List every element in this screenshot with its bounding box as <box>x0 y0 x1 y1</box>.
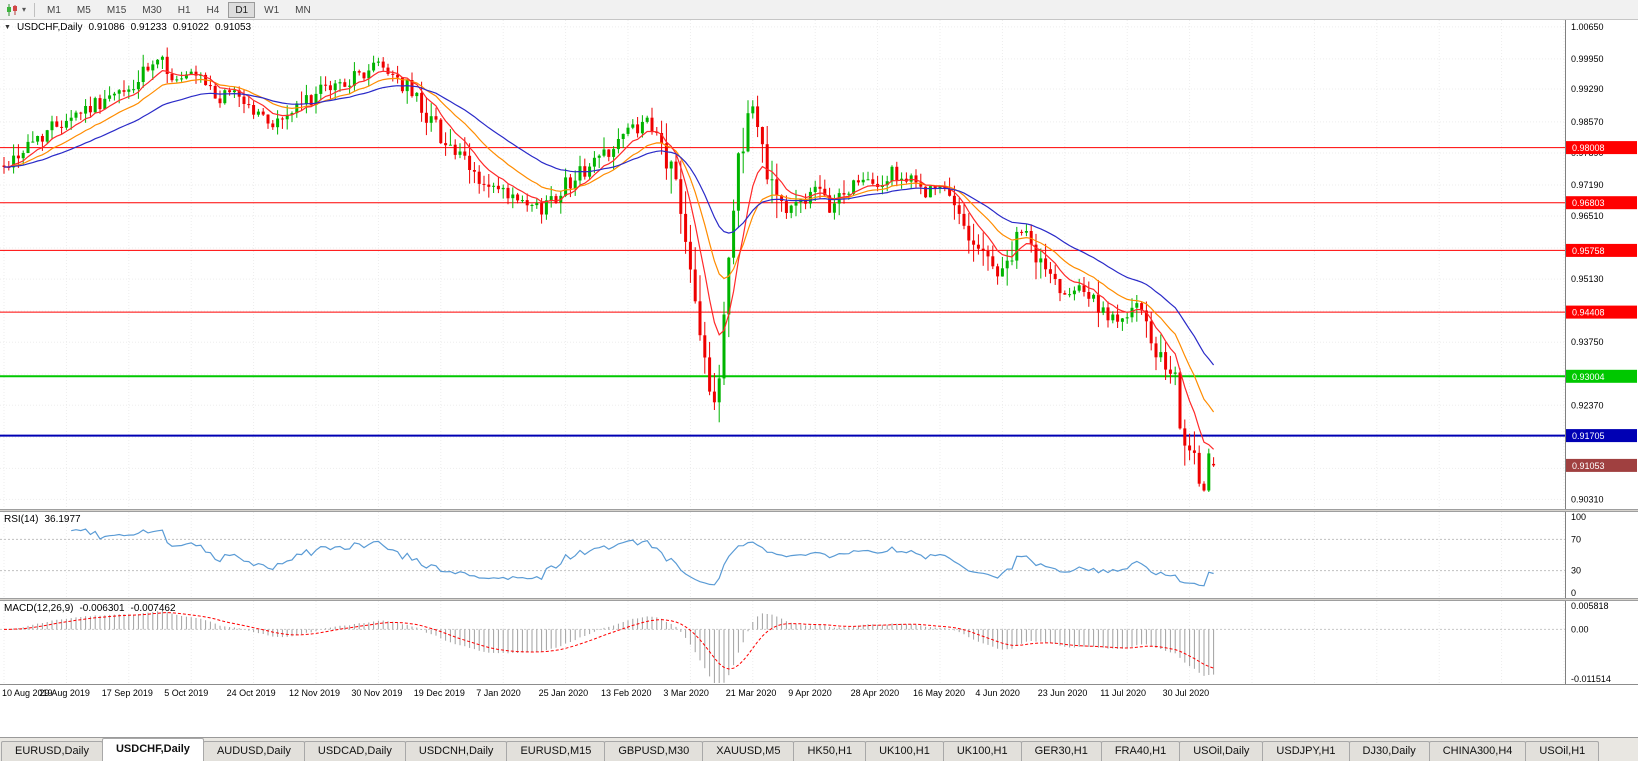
timeframe-button-d1[interactable]: D1 <box>228 1 256 18</box>
candlestick-chart[interactable]: 1.006500.999500.992900.985700.978900.971… <box>0 20 1638 509</box>
chart-tab-usdchf-daily[interactable]: USDCHF,Daily <box>101 738 204 761</box>
timeframe-button-m1[interactable]: M1 <box>47 4 61 16</box>
timeframe-button-h1[interactable]: H1 <box>177 4 191 16</box>
date-tick-label: 7 Jan 2020 <box>476 688 521 698</box>
chart-tab-ger30-h1[interactable]: GER30,H1 <box>1020 741 1102 761</box>
svg-text:0.99290: 0.99290 <box>1571 84 1604 94</box>
chart-tab-uk100-h1[interactable]: UK100,H1 <box>942 741 1022 761</box>
timeframe-buttons: M1 M5 M15 M30 H1 H4 D1 W1 MN <box>40 1 318 18</box>
chart-tab-gbpusd-m30[interactable]: GBPUSD,M30 <box>604 741 704 761</box>
svg-text:0.91053: 0.91053 <box>1572 461 1605 471</box>
rsi-panel: 100 70 30 0 RSI(14) 36.1977 <box>0 512 1638 598</box>
chart-tab-usoil-h1[interactable]: USOil,H1 <box>1525 741 1600 761</box>
timeframe-button-mn[interactable]: MN <box>295 4 311 16</box>
date-tick-label: 12 Nov 2019 <box>289 688 341 698</box>
svg-text:0.00: 0.00 <box>1571 624 1589 634</box>
svg-text:0.93750: 0.93750 <box>1571 337 1604 347</box>
svg-text:0.99950: 0.99950 <box>1571 54 1604 64</box>
date-tick-label: 23 Jun 2020 <box>1037 688 1088 698</box>
window-background <box>0 702 1638 737</box>
svg-text:0.98008: 0.98008 <box>1572 143 1605 153</box>
svg-text:30: 30 <box>1571 566 1581 576</box>
date-tick-label: 25 Jan 2020 <box>538 688 589 698</box>
date-tick-label: 5 Oct 2019 <box>164 688 209 698</box>
panel-separator[interactable] <box>0 509 1638 512</box>
svg-text:0.96803: 0.96803 <box>1572 198 1605 208</box>
chart-tab-hk50-h1[interactable]: HK50,H1 <box>793 741 867 761</box>
date-tick-label: 29 Aug 2019 <box>39 688 90 698</box>
date-tick-label: 30 Nov 2019 <box>351 688 403 698</box>
svg-text:0: 0 <box>1571 588 1576 598</box>
timeframe-button-h4[interactable]: H4 <box>206 4 220 16</box>
timeframe-toolbar: ▾ M1 M5 M15 M30 H1 H4 D1 W1 MN <box>0 0 1638 20</box>
timeframe-button-m5[interactable]: M5 <box>76 4 91 16</box>
svg-text:0.98570: 0.98570 <box>1571 117 1604 127</box>
chevron-down-icon: ▾ <box>22 4 27 14</box>
svg-text:0.93004: 0.93004 <box>1572 372 1605 382</box>
date-tick-label: 13 Feb 2020 <box>601 688 652 698</box>
date-tick-label: 24 Oct 2019 <box>226 688 276 698</box>
timeframe-button-m15[interactable]: M15 <box>106 4 127 16</box>
svg-text:0.95758: 0.95758 <box>1572 246 1605 256</box>
svg-text:0.97190: 0.97190 <box>1571 180 1604 190</box>
chart-tab-china300-h4[interactable]: CHINA300,H4 <box>1428 741 1527 761</box>
macd-panel: 0.005818 0.00 -0.011514 MACD(12,26,9) -0.0… <box>0 601 1638 684</box>
svg-text:70: 70 <box>1571 534 1581 544</box>
panel-separator[interactable] <box>0 598 1638 601</box>
date-tick-label: 19 Dec 2019 <box>413 688 465 698</box>
collapse-icon[interactable]: ▼ <box>4 24 11 31</box>
timeframe-button-w1[interactable]: W1 <box>264 4 280 16</box>
date-tick-label: 17 Sep 2019 <box>101 688 153 698</box>
date-tick-label: 11 Jul 2020 <box>1100 688 1147 698</box>
svg-text:0.94408: 0.94408 <box>1572 308 1605 318</box>
price-chart-panel: 1.006500.999500.992900.985700.978900.971… <box>0 20 1638 509</box>
svg-text:0.96510: 0.96510 <box>1571 211 1604 221</box>
rsi-indicator-chart[interactable]: 100 70 30 0 <box>0 512 1638 598</box>
macd-indicator-chart[interactable]: 0.005818 0.00 -0.011514 <box>0 601 1638 684</box>
date-tick-label: 28 Apr 2020 <box>850 688 900 698</box>
toolbar-separator <box>34 2 36 17</box>
svg-text:0.92370: 0.92370 <box>1571 400 1604 410</box>
chart-tab-usdcad-daily[interactable]: USDCAD,Daily <box>303 741 406 761</box>
date-tick-label: 9 Apr 2020 <box>788 688 832 698</box>
chart-tab-xauusd-m5[interactable]: XAUUSD,M5 <box>702 741 795 761</box>
chart-tab-usdcnh-daily[interactable]: USDCNH,Daily <box>404 741 508 761</box>
chart-tab-eurusd-daily[interactable]: EURUSD,Daily <box>1 741 103 761</box>
chart-tab-usoil-daily[interactable]: USOil,Daily <box>1179 741 1264 761</box>
chart-tab-dj30-daily[interactable]: DJ30,Daily <box>1348 741 1430 761</box>
svg-text:1.00650: 1.00650 <box>1571 22 1604 32</box>
svg-text:0.005818: 0.005818 <box>1571 601 1609 611</box>
svg-text:0.91705: 0.91705 <box>1572 431 1605 441</box>
svg-text:100: 100 <box>1571 512 1586 522</box>
chart-tabs-bar: EURUSD,Daily USDCHF,Daily AUDUSD,Daily USDC… <box>0 737 1638 761</box>
chart-tab-audusd-daily[interactable]: AUDUSD,Daily <box>202 741 305 761</box>
date-tick-label: 4 Jun 2020 <box>975 688 1020 698</box>
svg-text:0.90310: 0.90310 <box>1571 494 1604 504</box>
date-tick-label: 16 May 2020 <box>913 688 966 698</box>
timeframe-button-m30[interactable]: M30 <box>142 4 162 16</box>
chart-type-button[interactable]: ▾ <box>3 1 29 18</box>
chart-tab-uk100-h1[interactable]: UK100,H1 <box>865 741 944 761</box>
candlestick-chart-icon <box>7 3 17 16</box>
chart-tab-fra40-h1[interactable]: FRA40,H1 <box>1100 741 1181 761</box>
date-tick-label: 30 Jul 2020 <box>1162 688 1210 698</box>
date-axis: 10 Aug 2019 29 Aug 2019 17 Sep 2019 5 Oct 2… <box>0 684 1638 702</box>
svg-text:0.95130: 0.95130 <box>1571 274 1604 284</box>
chart-tab-usdjpy-h1[interactable]: USDJPY,H1 <box>1262 741 1350 761</box>
chart-tab-eurusd-m15[interactable]: EURUSD,M15 <box>506 741 606 761</box>
date-tick-label: 3 Mar 2020 <box>663 688 709 698</box>
date-tick-label: 21 Mar 2020 <box>725 688 777 698</box>
svg-text:-0.011514: -0.011514 <box>1571 674 1611 684</box>
date-tick-label: 10 Aug 2019 <box>2 688 53 698</box>
